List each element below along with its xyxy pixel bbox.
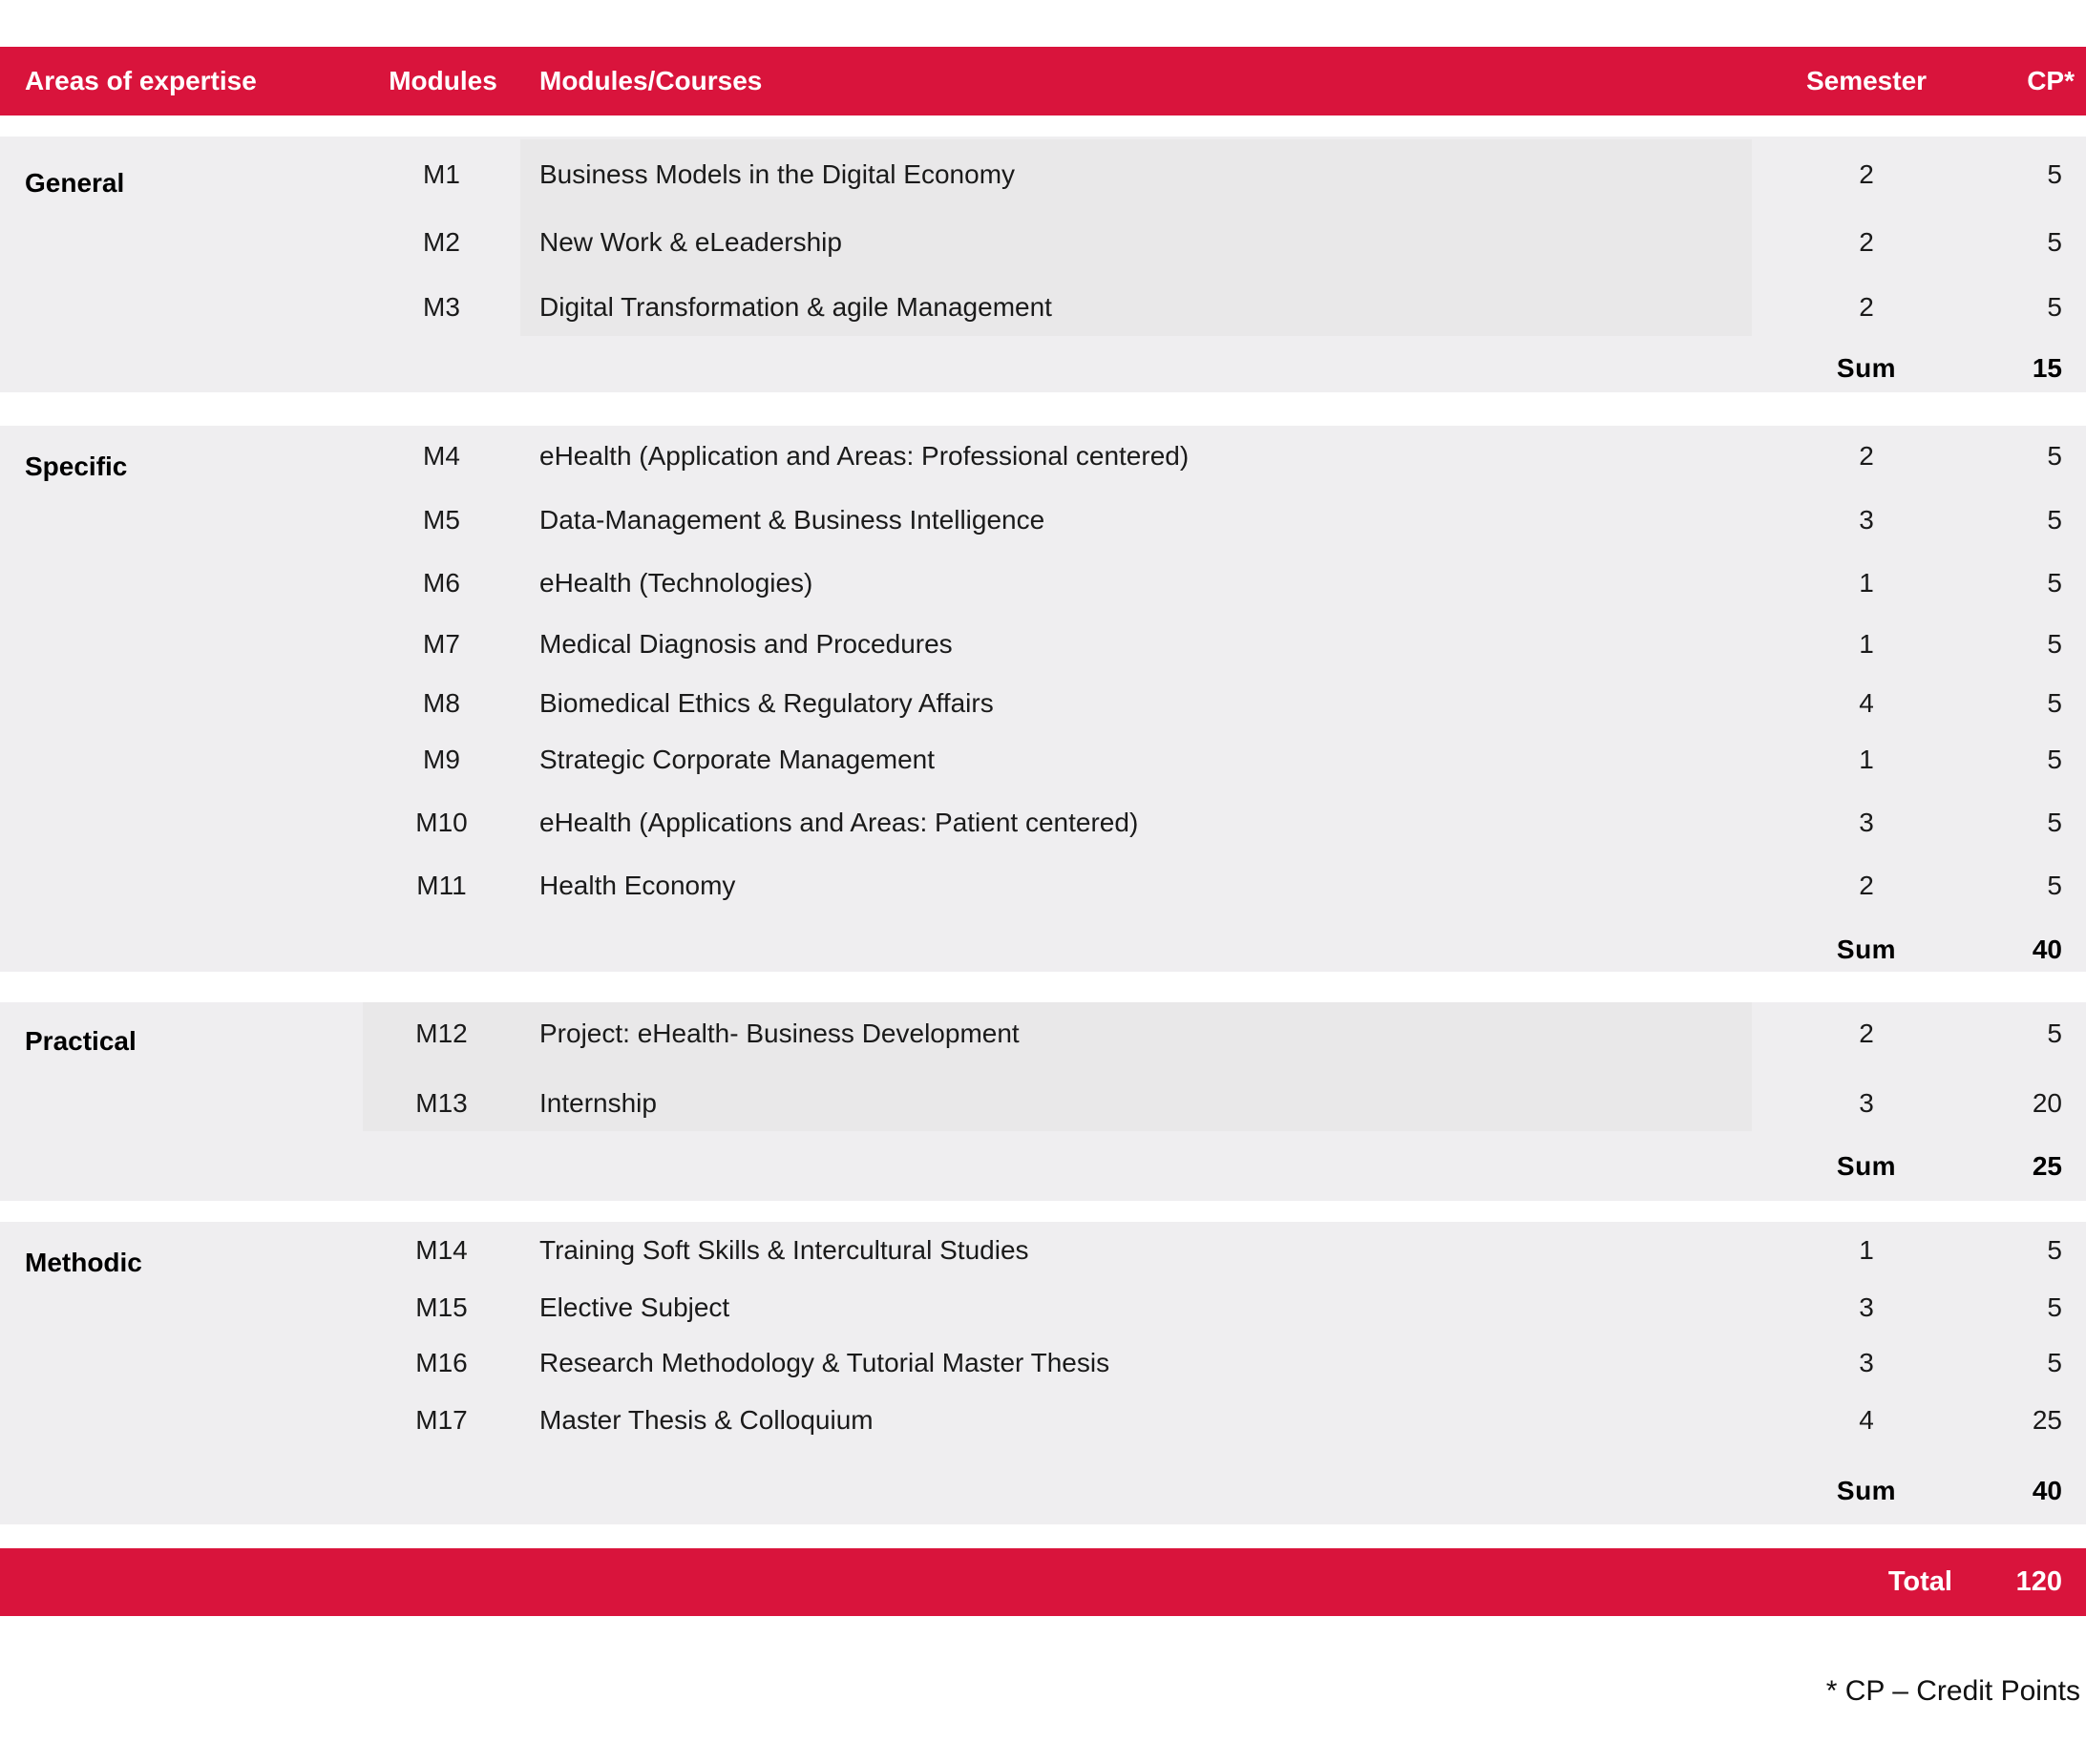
module-code: M1: [423, 159, 460, 189]
header-cp: CP*: [2027, 66, 2075, 95]
section-methodic: Methodic M14 Training Soft Skills & Inte…: [0, 1222, 2086, 1524]
section-general: General M1 Business Models in the Digita…: [0, 136, 2086, 392]
module-code: M11: [416, 871, 467, 900]
module-code: M14: [415, 1235, 468, 1265]
cp-value: 5: [2047, 568, 2062, 598]
cp-value: 5: [2047, 505, 2062, 535]
course-name: Elective Subject: [539, 1292, 730, 1322]
section-label: Specific: [25, 452, 128, 481]
sum-value: 40: [2032, 1476, 2062, 1505]
semester-value: 1: [1859, 629, 1874, 659]
cp-value: 5: [2047, 688, 2062, 718]
course-name: Biomedical Ethics & Regulatory Affairs: [539, 688, 994, 718]
section-practical: Practical M12 Project: eHealth- Business…: [0, 1002, 2086, 1201]
cp-value: 25: [2032, 1405, 2062, 1435]
module-code: M7: [423, 629, 460, 659]
semester-value: 2: [1859, 1018, 1874, 1048]
cp-value: 5: [2047, 227, 2062, 257]
module-code: M10: [415, 808, 468, 837]
header-modules: Modules: [389, 66, 497, 95]
cp-value: 5: [2047, 808, 2062, 837]
table-header-bar: Areas of expertise Modules Modules/Cours…: [0, 47, 2086, 116]
section-label: Practical: [25, 1026, 137, 1056]
course-name: Research Methodology & Tutorial Master T…: [539, 1348, 1110, 1377]
semester-value: 2: [1859, 159, 1874, 189]
semester-value: 2: [1859, 871, 1874, 900]
cp-value: 5: [2047, 1292, 2062, 1322]
semester-value: 4: [1859, 688, 1874, 718]
sum-value: 40: [2032, 934, 2062, 964]
section-label: Methodic: [25, 1248, 142, 1277]
section-label: General: [25, 168, 125, 198]
header-areas-of-expertise: Areas of expertise: [25, 66, 257, 95]
module-code: M4: [423, 441, 460, 471]
course-name: Business Models in the Digital Economy: [539, 159, 1016, 189]
module-code: M2: [423, 227, 460, 257]
semester-value: 1: [1859, 1235, 1874, 1265]
cp-value: 5: [2047, 441, 2062, 471]
sum-label: Sum: [1836, 1151, 1897, 1181]
course-name: eHealth (Applications and Areas: Patient…: [539, 808, 1139, 837]
semester-value: 3: [1859, 1292, 1874, 1322]
module-code: M5: [423, 505, 460, 535]
course-name: Strategic Corporate Management: [539, 745, 935, 774]
module-code: M16: [415, 1348, 468, 1377]
course-name: Internship: [539, 1088, 657, 1118]
cp-value: 5: [2047, 1235, 2062, 1265]
module-code: M13: [415, 1088, 468, 1118]
cp-value: 20: [2032, 1088, 2062, 1118]
course-name: Project: eHealth- Business Development: [539, 1018, 1020, 1048]
cp-value: 5: [2047, 745, 2062, 774]
course-name: Master Thesis & Colloquium: [539, 1405, 874, 1435]
course-name: eHealth (Application and Areas: Professi…: [539, 441, 1190, 471]
sum-value: 15: [2032, 353, 2062, 383]
header-semester: Semester: [1805, 66, 1928, 95]
module-code: M3: [423, 292, 460, 322]
total-label: Total: [1887, 1566, 1952, 1597]
course-name: Data-Management & Business Intelligence: [539, 505, 1045, 535]
course-name: Health Economy: [539, 871, 736, 900]
sum-value: 25: [2032, 1151, 2062, 1181]
cp-value: 5: [2047, 629, 2062, 659]
cp-footnote: * CP – Credit Points: [1825, 1675, 2080, 1707]
semester-value: 1: [1859, 745, 1874, 774]
semester-value: 2: [1859, 227, 1874, 257]
course-name: eHealth (Technologies): [539, 568, 813, 598]
module-code: M12: [415, 1018, 468, 1048]
semester-value: 1: [1859, 568, 1874, 598]
course-name: New Work & eLeadership: [539, 227, 842, 257]
cp-value: 5: [2047, 292, 2062, 322]
section-inner-panel: [363, 1002, 1752, 1131]
sum-label: Sum: [1836, 353, 1897, 383]
module-code: M15: [415, 1292, 468, 1322]
sum-label: Sum: [1836, 1476, 1897, 1505]
course-name: Training Soft Skills & Intercultural Stu…: [539, 1235, 1029, 1265]
total-row: Total 120: [0, 1548, 2086, 1616]
module-code: M17: [415, 1405, 468, 1435]
module-code: M9: [423, 745, 460, 774]
section-specific: Specific M4 eHealth (Application and Are…: [0, 426, 2086, 972]
module-code: M8: [423, 688, 460, 718]
semester-value: 2: [1859, 441, 1874, 471]
cp-value: 5: [2047, 1348, 2062, 1377]
sum-label: Sum: [1836, 934, 1897, 964]
course-name: Medical Diagnosis and Procedures: [539, 629, 953, 659]
section-inner-panel: [520, 139, 1752, 336]
semester-value: 3: [1859, 1348, 1874, 1377]
header-modules-courses: Modules/Courses: [539, 66, 763, 95]
semester-value: 3: [1859, 1088, 1874, 1118]
semester-value: 3: [1859, 808, 1874, 837]
cp-value: 5: [2047, 1018, 2062, 1048]
cp-value: 5: [2047, 871, 2062, 900]
total-value: 120: [2015, 1566, 2062, 1597]
cp-value: 5: [2047, 159, 2062, 189]
module-code: M6: [423, 568, 460, 598]
semester-value: 3: [1859, 505, 1874, 535]
semester-value: 2: [1859, 292, 1874, 322]
course-name: Digital Transformation & agile Managemen…: [539, 292, 1052, 322]
semester-value: 4: [1859, 1405, 1874, 1435]
